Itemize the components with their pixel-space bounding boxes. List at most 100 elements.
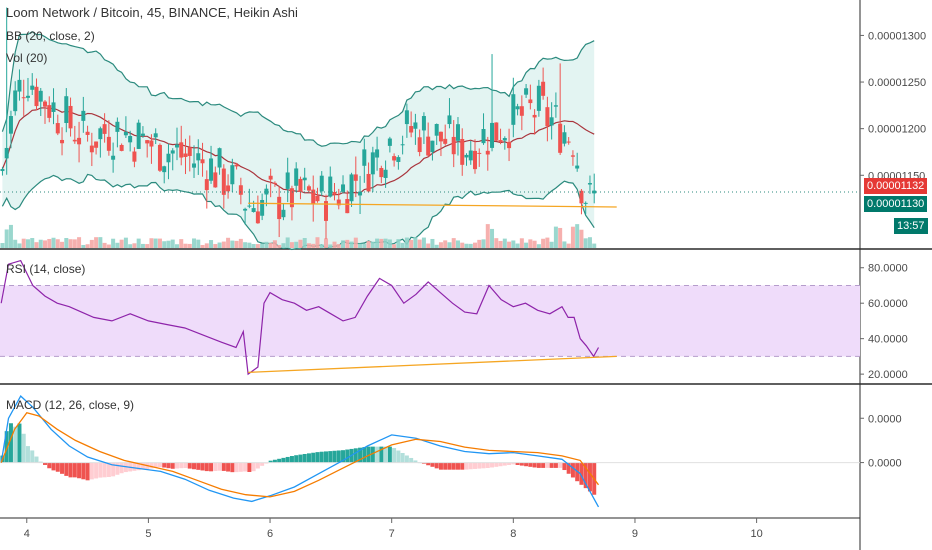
time-tick-label: 10 — [750, 528, 762, 540]
volume-bar — [221, 241, 226, 248]
macd-histogram-bar — [400, 453, 405, 463]
macd-histogram-bar — [587, 462, 592, 492]
volume-bar — [196, 239, 201, 248]
macd-histogram-bar — [379, 446, 384, 463]
candle-body — [43, 101, 48, 107]
macd-histogram-bar — [81, 462, 86, 480]
macd-histogram-bar — [277, 458, 282, 463]
time-tick-label: 6 — [267, 528, 273, 540]
volume-bar — [358, 243, 363, 248]
signal-line — [0, 411, 600, 498]
volume-bar — [426, 243, 431, 248]
macd-histogram-bar — [341, 450, 346, 463]
candle-body — [145, 140, 150, 144]
candle-body — [166, 153, 171, 163]
candle-body — [392, 156, 397, 161]
volume-bar — [281, 243, 286, 248]
volume-bar — [485, 224, 490, 248]
volume-bar — [200, 244, 205, 248]
rsi-tick-label: 80.0000 — [868, 263, 908, 275]
volume-bar — [477, 239, 482, 248]
candle-body — [515, 106, 520, 110]
macd-histogram-bar — [311, 452, 316, 463]
volume-bar — [375, 238, 380, 248]
volume-bar — [443, 240, 448, 248]
volume-bar — [396, 239, 401, 248]
macd-histogram-bar — [17, 423, 22, 463]
macd-histogram-bar — [447, 462, 452, 470]
macd-histogram-bar — [200, 462, 205, 471]
volume-bar — [315, 237, 320, 248]
volume-indicator-label[interactable]: Vol (20) — [6, 51, 48, 65]
macd-histogram-bar — [226, 462, 231, 472]
volume-bar — [94, 237, 99, 248]
macd-histogram-bar — [55, 462, 60, 472]
macd-histogram-bar — [298, 454, 303, 463]
candle-body — [341, 184, 346, 192]
volume-bar — [13, 239, 18, 248]
volume-bar — [430, 238, 435, 248]
candle-body — [47, 105, 52, 118]
macd-indicator-label[interactable]: MACD (12, 26, close, 9) — [6, 398, 135, 412]
macd-histogram-bar — [375, 446, 380, 463]
volume-bar — [323, 238, 328, 248]
candle-body — [81, 110, 86, 121]
macd-histogram-bar — [94, 462, 99, 479]
macd-histogram-bar — [477, 462, 482, 469]
candle-body — [102, 124, 107, 134]
rsi-indicator-label[interactable]: RSI (14, close) — [6, 262, 86, 276]
candle-body — [85, 131, 90, 135]
candle-body — [370, 152, 375, 175]
volume-bar — [106, 244, 111, 248]
candle-body — [336, 199, 341, 206]
candle-body — [579, 190, 584, 204]
candle-body — [447, 115, 452, 125]
macd-histogram-bar — [89, 462, 94, 480]
volume-bar — [111, 238, 116, 248]
macd-histogram-bar — [430, 462, 435, 467]
candle-body — [434, 124, 439, 136]
macd-histogram-bar — [481, 462, 486, 469]
price-tick-label: 0.00001250 — [868, 77, 926, 89]
macd-histogram-bar — [404, 455, 409, 463]
candle-body — [383, 169, 388, 178]
macd-histogram-bar — [132, 462, 137, 471]
volume-bar — [524, 242, 529, 248]
candle-body — [200, 159, 205, 164]
volume-bar — [162, 241, 167, 248]
volume-bar — [464, 243, 469, 248]
volume-bar — [30, 238, 35, 248]
macd-histogram-bar — [455, 462, 460, 470]
volume-bar — [268, 242, 273, 248]
macd-histogram-bar — [302, 453, 307, 463]
volume-bar — [238, 238, 243, 248]
candle-body — [413, 122, 418, 129]
bb-indicator-label[interactable]: BB (20, close, 2) — [6, 29, 95, 43]
macd-histogram-bar — [209, 462, 214, 472]
volume-bar — [473, 242, 478, 248]
volume-bar — [451, 238, 456, 248]
volume-bar — [8, 224, 13, 248]
last-price-badge: 0.00001132 — [864, 178, 928, 194]
macd-histogram-bar — [502, 462, 507, 466]
candle-body — [34, 86, 39, 107]
macd-histogram-bar — [4, 431, 9, 463]
candle-body — [345, 199, 350, 214]
macd-histogram-bar — [532, 462, 537, 468]
candle-body — [247, 205, 252, 207]
macd-histogram-bar — [115, 462, 120, 475]
candle-body — [349, 174, 354, 202]
volume-bar — [553, 226, 558, 248]
volume-bar — [421, 237, 426, 248]
candle-body — [404, 110, 409, 125]
time-tick-label: 4 — [24, 528, 30, 540]
volume-bar — [55, 239, 60, 248]
macd-histogram-bar — [345, 449, 350, 463]
volume-bar — [532, 240, 537, 248]
candle-body — [230, 165, 235, 185]
volume-bar — [336, 244, 341, 248]
macd-histogram-bar — [370, 446, 375, 463]
macd-histogram-bar — [528, 462, 533, 467]
macd-histogram-bar — [136, 462, 141, 471]
